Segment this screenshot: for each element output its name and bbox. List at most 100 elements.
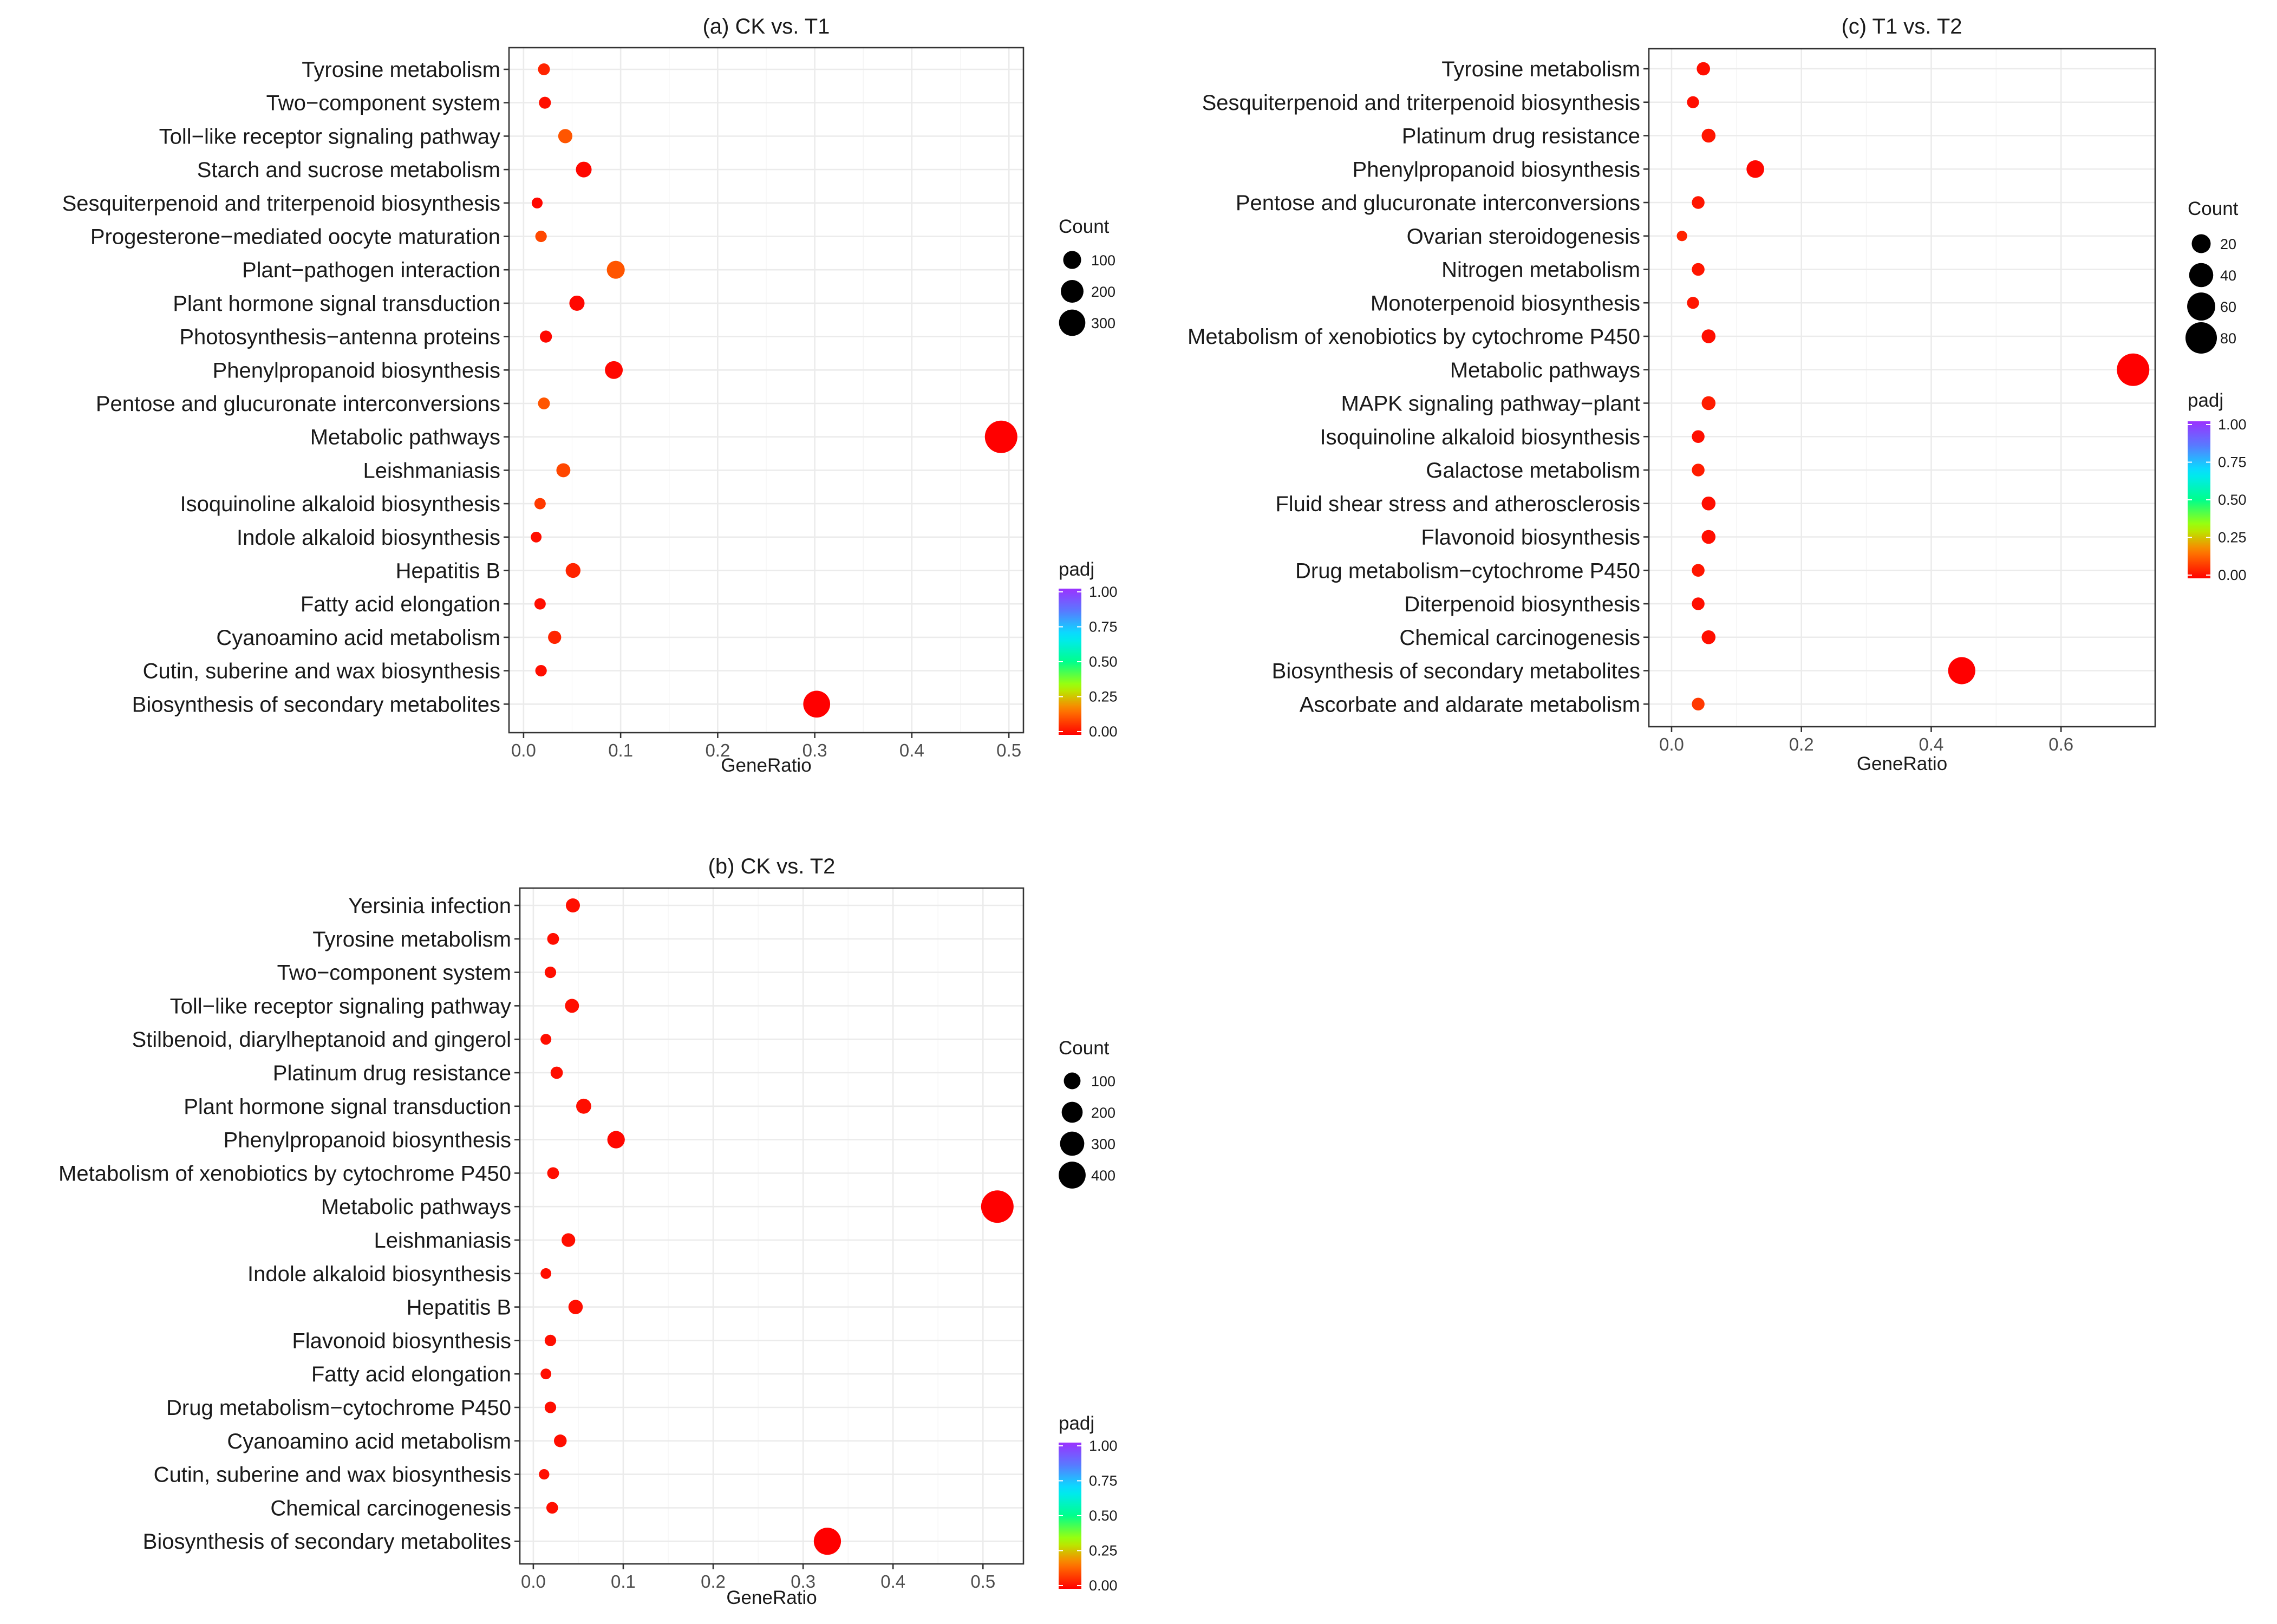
size-legend-label: 80 bbox=[2220, 330, 2236, 347]
panel-2: Yersinia infection Tyrosine metabolism Two… bbox=[58, 855, 1118, 1608]
y-tick-label: Galactose metabolism bbox=[1426, 459, 1640, 482]
color-legend-label: 0.00 bbox=[2218, 567, 2247, 583]
size-legend-key bbox=[1061, 1101, 1083, 1123]
data-point bbox=[1701, 396, 1716, 410]
y-tick-label: Pentose and glucuronate interconversions bbox=[1236, 191, 1640, 215]
y-tick-label: Platinum drug resistance bbox=[1402, 125, 1640, 148]
y-tick-label: Indole alkaloid biosynthesis bbox=[237, 526, 500, 550]
x-tick-label: 0.3 bbox=[803, 740, 827, 760]
data-point bbox=[556, 463, 571, 478]
color-legend: padj 1.00 0.75 0.50 0.25 0.00 bbox=[1059, 1413, 1118, 1594]
data-point bbox=[565, 563, 581, 578]
y-tick-label: Metabolism of xenobiotics by cytochrome … bbox=[58, 1162, 511, 1185]
data-point bbox=[1692, 464, 1705, 477]
y-tick-label: Leishmaniasis bbox=[363, 459, 500, 482]
y-tick-label: MAPK signaling pathway−plant bbox=[1341, 392, 1640, 416]
panel-title: (c) T1 vs. T2 bbox=[1841, 15, 1962, 38]
color-legend-label: 0.75 bbox=[2218, 454, 2247, 471]
plot-frame bbox=[508, 47, 1025, 734]
color-legend-label: 0.50 bbox=[1089, 654, 1118, 670]
size-legend-label: 100 bbox=[1091, 1073, 1115, 1090]
size-legend-key bbox=[2187, 292, 2215, 321]
y-tick-label: Chemical carcinogenesis bbox=[270, 1496, 511, 1520]
x-tick-label: 0.0 bbox=[511, 740, 536, 760]
y-tick-label: Drug metabolism−cytochrome P450 bbox=[166, 1396, 511, 1420]
y-tick-label: Photosynthesis−antenna proteins bbox=[179, 325, 500, 349]
y-tick-label: Isoquinoline alkaloid biosynthesis bbox=[1320, 425, 1640, 449]
y-tick-label: Cutin, suberine and wax biosynthesis bbox=[154, 1463, 511, 1487]
y-tick-label: Tyrosine metabolism bbox=[302, 58, 500, 82]
y-tick-label: Flavonoid biosynthesis bbox=[1421, 526, 1640, 550]
y-tick-label: Biosynthesis of secondary metabolites bbox=[132, 693, 500, 716]
data-point bbox=[565, 898, 580, 913]
y-tick-label: Phenylpropanoid biosynthesis bbox=[213, 358, 500, 382]
data-point bbox=[553, 1434, 567, 1447]
x-tick-label: 0.4 bbox=[880, 1571, 905, 1592]
y-tick-label: Yersinia infection bbox=[348, 894, 511, 918]
data-point bbox=[1697, 62, 1710, 76]
data-point bbox=[1692, 697, 1705, 711]
size-legend-key bbox=[1059, 1162, 1086, 1189]
panel-1: Tyrosine metabolism Two−component system T… bbox=[62, 15, 1118, 776]
data-point bbox=[550, 1066, 563, 1079]
plot-frame bbox=[1648, 48, 2156, 728]
y-tick-label: Stilbenoid, diarylheptanoid and gingerol bbox=[132, 1028, 511, 1052]
y-tick-label: Phenylpropanoid biosynthesis bbox=[1353, 158, 1640, 181]
y-tick-label: Metabolic pathways bbox=[310, 426, 500, 449]
size-legend-label: 20 bbox=[2220, 236, 2236, 252]
data-point bbox=[576, 1098, 591, 1114]
color-legend-label: 0.00 bbox=[1089, 1577, 1118, 1594]
x-tick-label: 0.4 bbox=[899, 740, 924, 760]
color-legend-label: 0.25 bbox=[1089, 689, 1118, 705]
data-point bbox=[1701, 496, 1716, 511]
size-legend-label: 100 bbox=[1091, 252, 1115, 269]
data-point bbox=[544, 1334, 557, 1347]
panel-title: (a) CK vs. T1 bbox=[703, 15, 830, 38]
size-legend-label: 400 bbox=[1091, 1168, 1115, 1184]
y-tick-label: Pentose and glucuronate interconversions bbox=[96, 392, 500, 416]
color-legend-label: 0.25 bbox=[1089, 1543, 1118, 1559]
size-legend-label: 40 bbox=[2220, 268, 2236, 284]
color-legend-label: 0.75 bbox=[1089, 619, 1118, 635]
panel-3: Tyrosine metabolism Sesquiterpenoid and t… bbox=[1188, 15, 2247, 774]
data-point bbox=[535, 230, 547, 243]
data-point bbox=[562, 1233, 576, 1247]
size-legend: Count 100 200 300 bbox=[1059, 216, 1115, 336]
data-point bbox=[544, 1401, 557, 1413]
size-legend-key bbox=[2191, 234, 2211, 253]
y-tick-label: Starch and sucrose metabolism bbox=[197, 158, 500, 182]
data-point bbox=[534, 498, 546, 510]
x-tick-label: 0.0 bbox=[1659, 734, 1684, 754]
size-legend-key bbox=[1061, 280, 1084, 303]
size-legend-label: 200 bbox=[1091, 284, 1115, 300]
color-legend-label: 0.50 bbox=[2218, 492, 2247, 508]
data-point bbox=[1746, 160, 1764, 178]
data-point bbox=[1692, 430, 1705, 443]
size-legend-title: Count bbox=[1059, 216, 1110, 237]
data-point bbox=[548, 630, 562, 644]
y-tick-label: Drug metabolism−cytochrome P450 bbox=[1295, 559, 1640, 583]
data-point bbox=[576, 161, 592, 178]
data-point bbox=[531, 197, 543, 208]
y-tick-label: Plant hormone signal transduction bbox=[184, 1095, 511, 1119]
size-legend-key bbox=[1063, 251, 1081, 269]
y-tick-label: Indole alkaloid biosynthesis bbox=[247, 1262, 511, 1286]
color-legend-label: 1.00 bbox=[1089, 584, 1118, 600]
data-point bbox=[534, 598, 546, 610]
data-point bbox=[803, 690, 831, 718]
data-point bbox=[539, 330, 552, 343]
y-tick-label: Metabolism of xenobiotics by cytochrome … bbox=[1188, 325, 1640, 349]
y-tick-label: Plant hormone signal transduction bbox=[173, 292, 500, 316]
data-point bbox=[535, 664, 547, 677]
data-point bbox=[1692, 564, 1705, 577]
size-legend-key bbox=[1060, 1131, 1085, 1156]
x-tick-label: 0.1 bbox=[608, 740, 633, 760]
y-tick-label: Cyanoamino acid metabolism bbox=[216, 626, 500, 650]
y-tick-label: Cyanoamino acid metabolism bbox=[227, 1430, 511, 1453]
y-tick-label: Hepatitis B bbox=[407, 1296, 511, 1320]
y-tick-label: Ascorbate and aldarate metabolism bbox=[1300, 693, 1640, 716]
size-legend: Count 100 200 300 400 bbox=[1059, 1038, 1115, 1189]
y-tick-label: Hepatitis B bbox=[396, 559, 500, 583]
data-point bbox=[813, 1528, 841, 1555]
color-legend-title: padj bbox=[1059, 559, 1094, 580]
